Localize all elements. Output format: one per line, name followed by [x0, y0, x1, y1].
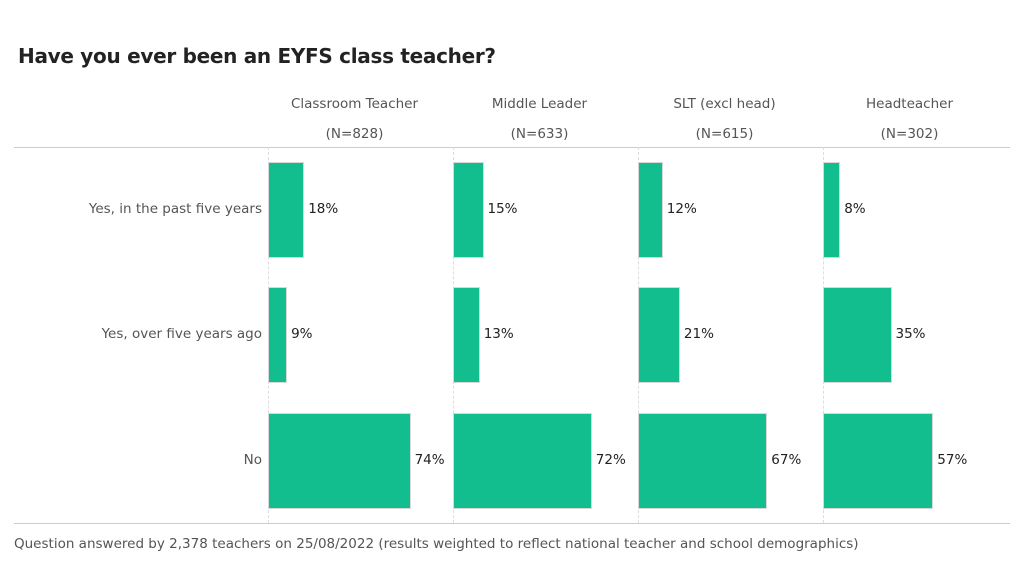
panel-n: (N=828) [325, 126, 384, 142]
panel-title: SLT (excl head) [673, 96, 776, 112]
panel-n: (N=302) [880, 126, 939, 142]
chart-title: Have you ever been an EYFS class teacher… [18, 44, 496, 68]
data-label: 12% [666, 201, 697, 217]
data-label: 18% [308, 201, 339, 217]
row-label: No [243, 452, 262, 468]
panel-n: (N=615) [695, 126, 754, 142]
bar [269, 163, 304, 257]
bar [639, 163, 662, 257]
bar [454, 414, 591, 508]
data-label: 9% [291, 326, 313, 342]
bar [454, 163, 483, 257]
data-label: 67% [771, 452, 802, 468]
panel-title: Headteacher [865, 96, 953, 112]
bar [824, 163, 840, 257]
bar [639, 288, 679, 382]
bar [824, 414, 933, 508]
row-label: Yes, over five years ago [101, 326, 262, 342]
data-label: 15% [487, 201, 518, 217]
data-label: 57% [937, 452, 968, 468]
panel-n: (N=633) [510, 126, 569, 142]
bottom-axis-line [14, 523, 1010, 524]
panel-gridline [823, 147, 824, 523]
data-label: 8% [844, 201, 866, 217]
bar [454, 288, 479, 382]
footnote: Question answered by 2,378 teachers on 2… [14, 536, 859, 552]
header-divider [14, 147, 1010, 148]
data-label: 74% [414, 452, 445, 468]
bar [269, 288, 287, 382]
panel-title: Middle Leader [491, 96, 588, 112]
bar [824, 288, 891, 382]
row-label: Yes, in the past five years [88, 201, 262, 217]
panel-gridline [268, 147, 269, 523]
data-label: 21% [683, 326, 714, 342]
bar [269, 414, 410, 508]
panel-gridline [638, 147, 639, 523]
data-label: 13% [483, 326, 514, 342]
data-label: 72% [595, 452, 626, 468]
panel-title: Classroom Teacher [290, 96, 419, 112]
panel-gridline [453, 147, 454, 523]
bar [639, 414, 767, 508]
data-label: 35% [895, 326, 926, 342]
